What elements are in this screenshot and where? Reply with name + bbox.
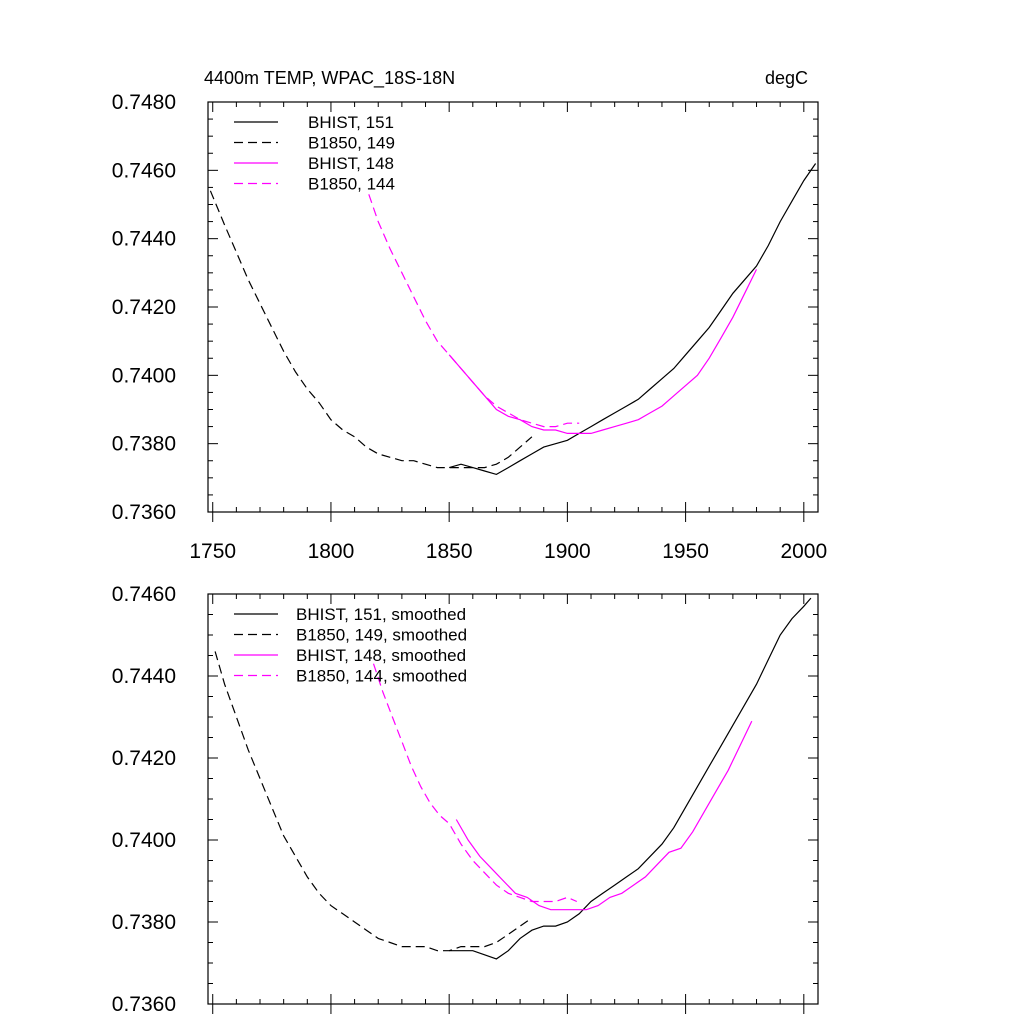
x-tick-label: 1850 xyxy=(426,540,473,563)
series-line-4 xyxy=(368,194,580,428)
series-line-3 xyxy=(448,269,758,434)
y-tick-label: 0.7380 xyxy=(112,433,176,456)
chart-title: 4400m TEMP, WPAC_18S-18N xyxy=(204,68,455,89)
series-line-4 xyxy=(372,663,578,903)
x-tick-label: 2000 xyxy=(780,540,827,563)
legend-label: BHIST, 151, smoothed xyxy=(296,605,466,624)
units-label: degC xyxy=(765,68,808,88)
y-tick-label: 0.7460 xyxy=(112,583,176,606)
y-tick-label: 0.7360 xyxy=(112,993,176,1016)
y-tick-label: 0.7460 xyxy=(112,159,176,182)
chart-panel-2 xyxy=(207,593,819,1014)
series-line-2 xyxy=(214,651,533,952)
y-tick-label: 0.7440 xyxy=(112,665,176,688)
legend-label: B1850, 149 xyxy=(308,134,395,153)
x-tick-label: 1800 xyxy=(308,540,355,563)
y-tick-label: 0.7440 xyxy=(112,228,176,251)
x-tick-label: 1950 xyxy=(662,540,709,563)
x-tick-label: 1900 xyxy=(544,540,591,563)
series-line-2 xyxy=(209,190,533,469)
series-line-1 xyxy=(449,597,812,960)
legend-label: BHIST, 148, smoothed xyxy=(296,646,466,665)
legend-label: BHIST, 151 xyxy=(308,113,394,132)
legend-label: B1850, 149, smoothed xyxy=(296,626,467,645)
legend-label: B1850, 144, smoothed xyxy=(296,667,467,686)
legend-label: B1850, 144 xyxy=(308,175,395,194)
y-tick-label: 0.7420 xyxy=(112,747,176,770)
legend-label: BHIST, 148 xyxy=(308,154,394,173)
series-line-1 xyxy=(449,163,817,476)
y-tick-label: 0.7380 xyxy=(112,911,176,934)
y-tick-label: 0.7400 xyxy=(112,364,176,387)
series-line-3 xyxy=(455,720,753,911)
y-tick-label: 0.7480 xyxy=(112,91,176,114)
y-tick-label: 0.7400 xyxy=(112,829,176,852)
y-tick-label: 0.7420 xyxy=(112,296,176,319)
x-tick-label: 1750 xyxy=(189,540,236,563)
y-tick-label: 0.7360 xyxy=(112,501,176,524)
chart-panel-1 xyxy=(207,101,819,522)
